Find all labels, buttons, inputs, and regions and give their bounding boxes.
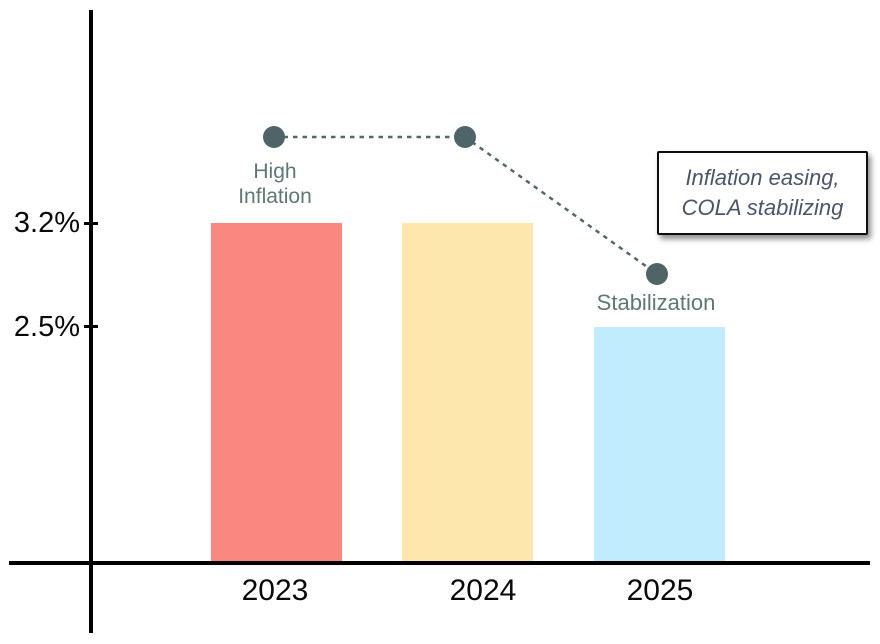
bar-2024 [401, 223, 533, 565]
y-axis-line [89, 10, 93, 633]
bar-2023 [210, 223, 342, 565]
y-tick-label-3-2: 3.2% [13, 207, 80, 239]
y-tick-mark-2-5 [84, 325, 98, 328]
x-label-2023: 2023 [241, 574, 309, 607]
trend-marker-2024 [454, 126, 476, 148]
bar-2025 [593, 327, 725, 565]
trend-marker-2025 [646, 263, 668, 285]
x-axis-line [9, 561, 870, 565]
annotation-callout-box: Inflation easing, COLA stabilizing [657, 151, 868, 235]
high-inflation-label: High Inflation [238, 160, 312, 208]
x-label-2025: 2025 [626, 574, 694, 607]
y-tick-mark-3-2 [84, 222, 98, 225]
y-tick-label-2-5: 2.5% [13, 311, 80, 343]
stabilization-label: Stabilization [596, 290, 716, 315]
annotation-text-line-1: Inflation easing, [685, 165, 840, 190]
annotation-text-line-2: COLA stabilizing [681, 195, 844, 220]
x-label-2024: 2024 [449, 574, 517, 607]
trend-marker-2023 [263, 126, 285, 148]
